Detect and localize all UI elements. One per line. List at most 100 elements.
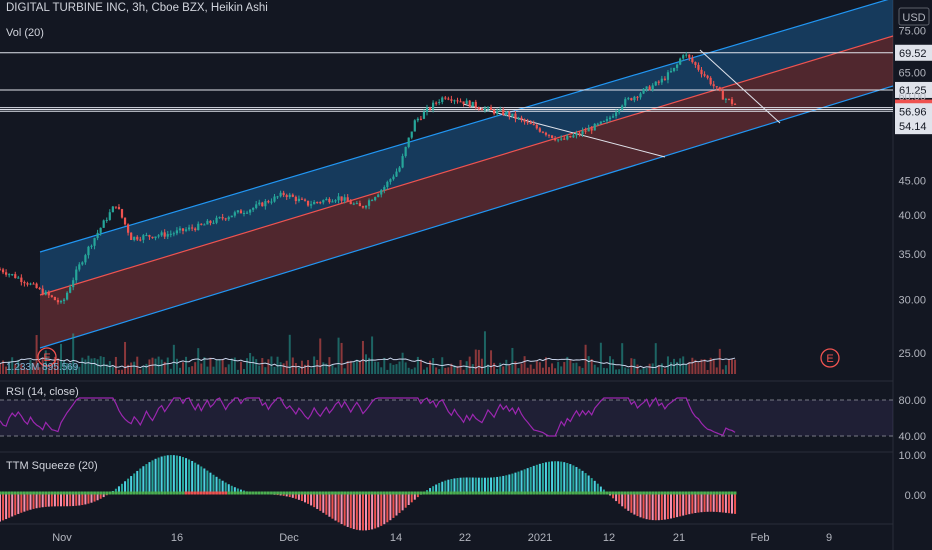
volume-bar [645,367,648,374]
ttm-squeeze-dot [324,491,328,495]
ttm-bar [548,461,550,493]
ttm-bar [685,493,688,515]
candle [438,101,441,103]
candle [401,156,404,168]
ttm-squeeze-dot [16,491,20,495]
ttm-bar [404,493,407,508]
ttm-squeeze-dot [270,491,273,495]
ttm-bar [127,478,130,493]
ttm-squeeze-dot [190,491,194,495]
ttm-squeeze-dot [96,491,99,495]
ttm-bar [157,457,160,493]
ttm-bar [0,493,1,522]
ttm-squeeze-dot [145,491,148,495]
ttm-squeeze-dot [117,491,121,495]
ttm-bar [682,493,685,516]
ttm-squeeze-dot [129,491,133,495]
ttm-bar [392,493,395,518]
ttm-squeeze-dot [242,491,246,495]
volume-bar [731,359,733,374]
volume-bar [14,363,17,374]
candle [221,217,224,219]
volume-bar [218,359,221,374]
ttm-squeeze-dot [35,491,38,495]
ttm-squeeze-dot [404,491,408,495]
candle [96,232,99,239]
ttm-squeeze-dot [239,491,243,495]
ttm-squeeze-dot [346,491,350,495]
volume-bar [477,349,480,374]
ttm-squeeze-dot [690,491,694,495]
candle [367,200,371,206]
candle [157,235,160,237]
volume-bar [227,364,230,374]
candle [666,72,670,80]
volume-bar [279,362,282,374]
candle [29,283,32,285]
volume-bar [124,341,127,374]
ttm-squeeze-dot [285,491,289,495]
ttm-bar [29,493,32,510]
ttm-bar [337,493,340,523]
volume-bar [148,359,151,374]
ttm-squeeze-dot [184,491,188,495]
ttm-bar [90,493,93,503]
volume-bar [654,343,657,374]
volume-bar [66,363,69,374]
ttm-bar [560,461,563,493]
ttm-squeeze-dot [114,491,118,495]
candle [560,138,563,140]
volume-bar [529,364,532,374]
volume-bar [111,366,114,374]
volume-bar [386,369,389,374]
volume-bar [383,357,386,374]
ttm-bar [429,488,432,493]
ttm-squeeze-dot [489,491,493,495]
volume-bar [621,343,624,374]
ttm-bar [590,478,593,493]
ttm-squeeze-dot [730,491,734,495]
ttm-squeeze-dot [681,491,685,495]
volume-bar [182,362,184,374]
ttm-bar [398,493,401,513]
volume-bar [334,367,337,374]
volume-bar [368,357,371,374]
candle [395,171,398,177]
candle [160,232,163,236]
ttm-squeeze-dot [212,491,215,495]
ttm-squeeze-dot [633,491,636,495]
ttm-bar [224,482,227,493]
volume-bar [203,357,206,374]
ttm-bar [50,493,53,507]
time-tick-label: 21 [673,532,685,544]
ttm-squeeze-dot [718,491,722,495]
candle [554,138,557,141]
volume-bar [75,364,78,374]
ttm-bar [593,480,596,493]
candle [239,210,243,214]
candle [197,223,200,231]
ttm-squeeze-dot [227,491,231,495]
ttm-squeeze-dot [568,491,572,495]
candle [730,99,734,104]
volume-bar [426,367,428,374]
ttm-bar [20,493,23,513]
ttm-squeeze-dot [376,491,380,495]
ttm-bar [11,493,14,517]
candle [270,201,273,203]
ttm-bar [487,477,489,493]
ttm-squeeze-dot [267,491,270,495]
volume-bar [130,362,133,374]
ttm-squeeze-dot [276,491,279,495]
volume-bar [471,364,474,374]
candle [435,102,438,104]
ttm-bar [639,493,642,518]
ttm-squeeze-dot [590,491,594,495]
volume-bar [660,363,663,374]
ttm-squeeze-dot [199,491,203,495]
volume-ma-line [0,357,736,369]
currency-label: USD [902,12,925,24]
volume-bar [239,361,242,374]
ttm-squeeze-dot [87,491,90,495]
